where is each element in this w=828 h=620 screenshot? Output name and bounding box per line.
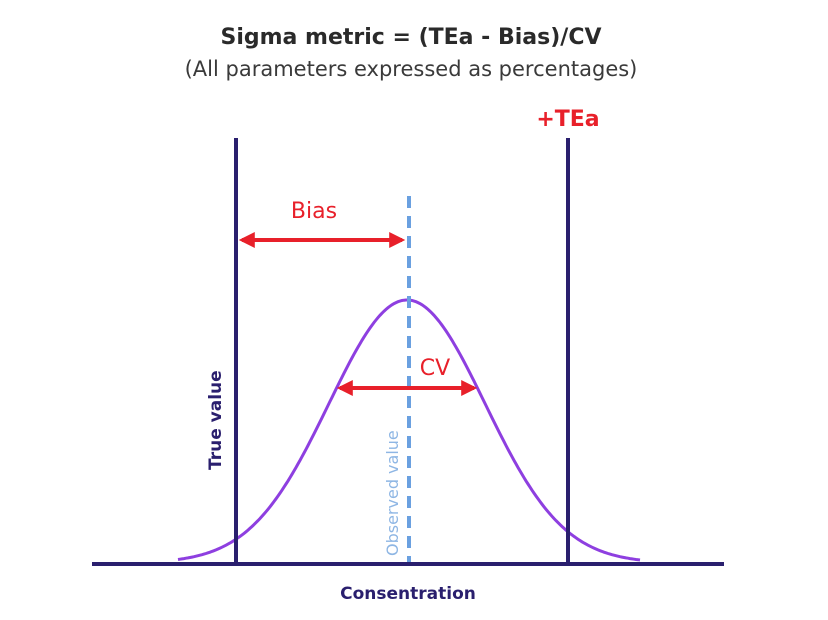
tea-label: +TEa <box>536 107 599 132</box>
bias-label: Bias <box>291 199 337 224</box>
observed-value-label: Observed value <box>383 430 402 556</box>
diagram-subtitle: (All parameters expressed as percentages… <box>185 57 638 81</box>
diagram-title: Sigma metric = (TEa - Bias)/CV <box>220 25 601 50</box>
x-axis-label: Consentration <box>340 584 476 604</box>
true-value-label: True value <box>206 370 226 470</box>
cv-label: CV <box>420 356 450 381</box>
